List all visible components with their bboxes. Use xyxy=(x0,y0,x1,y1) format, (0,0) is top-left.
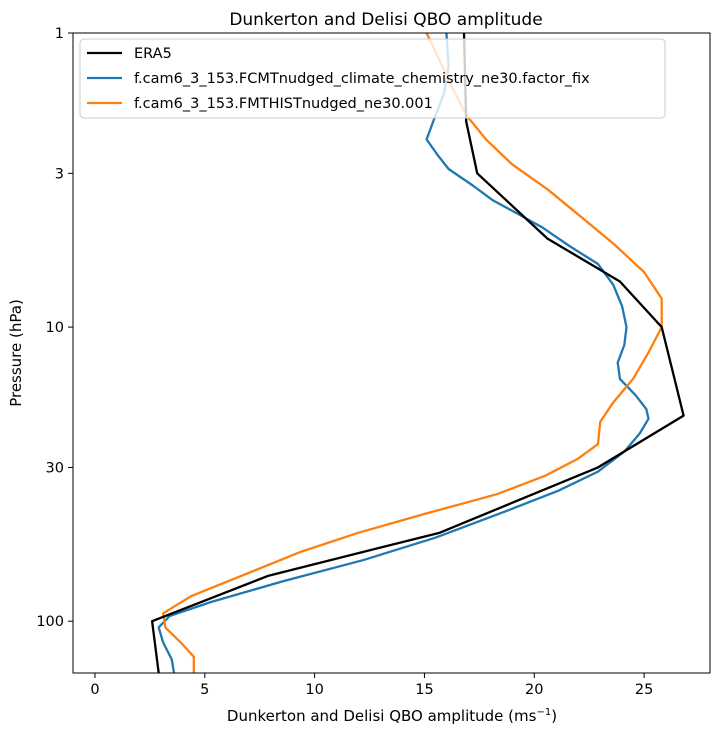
legend-label: f.cam6_3_153.FMTHISTnudged_ne30.001 xyxy=(134,96,433,112)
legend-label: f.cam6_3_153.FCMTnudged_climate_chemistr… xyxy=(134,71,590,87)
series-layer xyxy=(150,33,685,673)
series-line-3 xyxy=(161,33,663,673)
y-tick-label: 10 xyxy=(46,320,64,336)
y-tick-label: 30 xyxy=(46,460,64,476)
legend: ERA5 f.cam6_3_153.FCMTnudged_climate_chem… xyxy=(79,38,666,119)
y-tick-label: 1 xyxy=(55,26,64,42)
series-line-1 xyxy=(150,33,685,673)
legend-label: ERA5 xyxy=(134,46,172,62)
legend-box xyxy=(79,38,666,119)
x-axis-label: Dunkerton and Delisi QBO amplitude (ms−1… xyxy=(227,707,557,725)
plot-area xyxy=(73,33,710,673)
x-tick-label: 20 xyxy=(525,682,543,698)
x-tick-label: 0 xyxy=(90,682,99,698)
plot-frame xyxy=(72,32,711,674)
x-tick-label: 25 xyxy=(635,682,653,698)
y-axis: 1 3 10 30 100 xyxy=(36,26,73,630)
x-tick-label: 5 xyxy=(200,682,209,698)
x-tick-label: 10 xyxy=(305,682,323,698)
series-line-2 xyxy=(157,33,650,673)
y-tick-label: 3 xyxy=(55,166,64,182)
y-axis-label: Pressure (hPa) xyxy=(7,299,25,407)
x-tick-label: 15 xyxy=(415,682,433,698)
x-axis: 0 5 10 15 20 25 xyxy=(90,673,653,698)
y-tick-label: 100 xyxy=(36,614,64,630)
chart-title: Dunkerton and Delisi QBO amplitude xyxy=(229,10,542,30)
